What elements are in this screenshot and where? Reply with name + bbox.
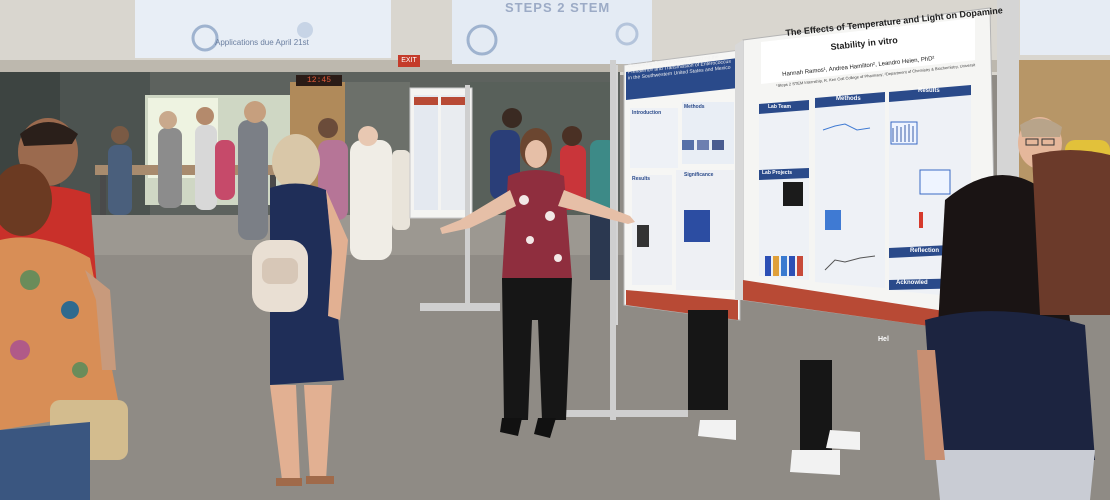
poster-left-methods: Methods [684, 104, 705, 110]
screen-footer-text: Applications due April 21st [215, 38, 309, 47]
attendees-behind-poster [688, 310, 860, 475]
led-display: 12:45 [296, 75, 342, 86]
projection-screen-right [1020, 0, 1110, 55]
projection-screen-left [135, 0, 391, 58]
poster-main-methods: Methods [836, 96, 861, 102]
poster-main-lab-team: Lab Team [768, 104, 791, 110]
poster-main-reflection: Reflection [910, 248, 940, 254]
poster-left-results: Results [632, 176, 651, 182]
attendee-with-backpack [252, 134, 348, 486]
attendee-glasses [1018, 117, 1110, 315]
poster-enterococcus [612, 50, 741, 325]
presenter-person [440, 128, 635, 438]
screen-title: STEPS 2 STEM [505, 0, 611, 15]
exit-sign: EXIT [398, 55, 420, 67]
poster-main-help: Hel [878, 336, 889, 343]
poster-main-lab-projects: Lab Projects [762, 170, 793, 176]
poster-main-results: Results [918, 88, 940, 94]
projection-screen-center [452, 0, 652, 64]
attendee-floral [0, 164, 128, 500]
poster-left-intro: Introduction [632, 110, 662, 116]
poster-left-significance: Significance [684, 172, 714, 178]
poster-main-acknowledgements: Acknowled [896, 280, 928, 286]
